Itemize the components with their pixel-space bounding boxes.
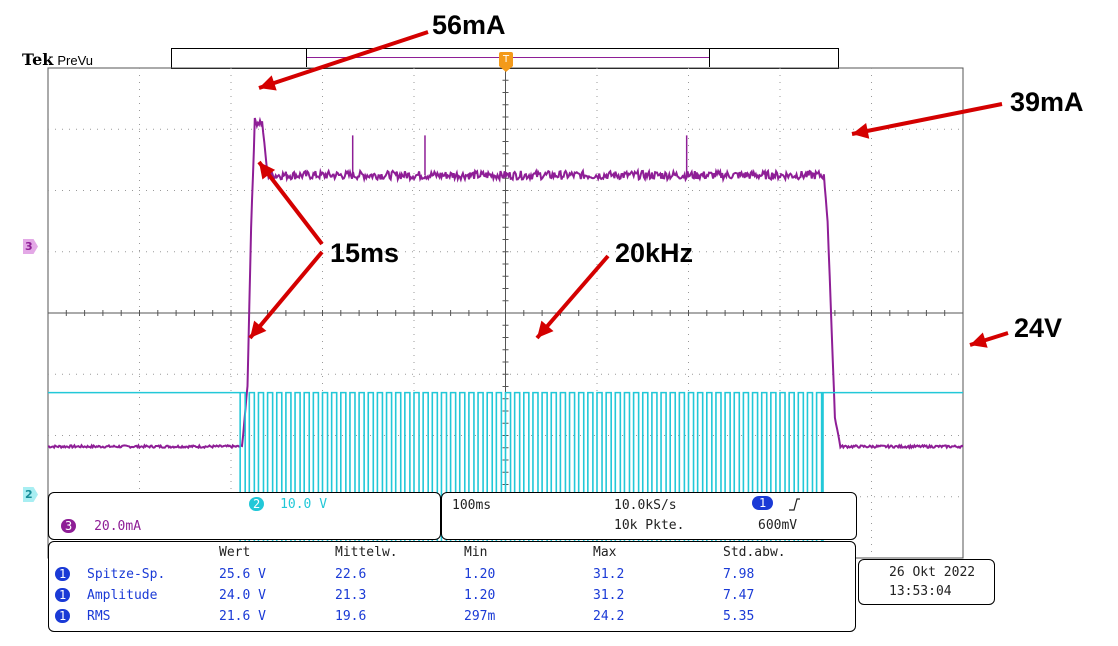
measurements-panel[interactable]: Wert Mittelw. Min Max Std.abw. 1 Spitze-… (48, 541, 856, 632)
value-stdabw: 5.35 (723, 609, 755, 624)
ch2-scale-readout[interactable]: 2 10.0 V (249, 497, 327, 512)
record-length-value: 10k Pkte. (614, 518, 685, 533)
trigger-level-value: 600mV (758, 518, 798, 533)
arrow-freq-head (537, 320, 554, 338)
header-stdabw: Std.abw. (723, 545, 786, 560)
trigger-marker-label: T (502, 54, 510, 65)
value-stdabw: 7.47 (723, 588, 755, 603)
brand-label: Tek PreVu (22, 50, 93, 69)
arrow-peak (258, 30, 429, 90)
annotation-freq: 20kHz (615, 238, 694, 268)
ch3-marker-label: 3 (25, 240, 33, 253)
datetime-panel: 26 Okt 2022 13:53:04 (858, 559, 995, 605)
ch2-ground-marker[interactable]: 2 (23, 487, 38, 502)
arrow-freq (535, 254, 610, 340)
measurement-row[interactable]: 1 Amplitude 24.0 V 21.3 1.20 31.2 7.47 (55, 588, 845, 606)
value-mittelw: 21.3 (335, 588, 367, 603)
timebase-value: 100ms (452, 498, 492, 513)
arrow-delay-bottom (248, 250, 324, 340)
value-stdabw: 7.98 (723, 567, 755, 582)
value-wert: 21.6 V (219, 609, 266, 624)
measurement-name: RMS (87, 609, 111, 624)
annotation-peak: 56mA (432, 10, 506, 40)
ch3-ground-marker[interactable]: 3 (23, 239, 38, 254)
measurement-row[interactable]: 1 Spitze-Sp. 25.6 V 22.6 1.20 31.2 7.98 (55, 567, 845, 585)
value-min: 1.20 (464, 567, 496, 582)
measurement-row[interactable]: 1 RMS 21.6 V 19.6 297m 24.2 5.35 (55, 609, 845, 627)
sample-rate-value: 10.0kS/s (614, 498, 677, 513)
ch1-badge: 1 (55, 567, 71, 581)
ch1-badge: 1 (55, 609, 71, 623)
annotation-plateau: 39mA (1010, 87, 1084, 117)
ch3-scale-readout[interactable]: 3 20.0mA (61, 519, 141, 534)
value-wert: 24.0 V (219, 588, 266, 603)
arrow-plateau (851, 102, 1003, 136)
value-max: 31.2 (593, 588, 625, 603)
ch3-badge: 3 (61, 519, 77, 533)
brand-logo: Tek (22, 50, 54, 69)
ch2-badge: 2 (249, 497, 265, 511)
value-max: 24.2 (593, 609, 625, 624)
trigger-source-readout[interactable]: 1 (752, 496, 801, 511)
header-min: Min (464, 545, 488, 560)
value-mittelw: 19.6 (335, 609, 367, 624)
ch1-badge: 1 (55, 588, 71, 602)
annotation-delay: 15ms (330, 238, 400, 268)
rising-edge-icon (789, 497, 801, 511)
ch3-current-trace (47, 116, 964, 450)
ch2-scale-value: 10.0 V (280, 497, 328, 512)
value-min: 297m (464, 609, 496, 624)
arrow-delay-top-head (259, 162, 276, 180)
measurement-name: Spitze-Sp. (87, 567, 166, 582)
arrow-volt-head (970, 332, 988, 348)
channel-settings-panel[interactable]: 2 10.0 V 3 20.0mA (48, 492, 441, 540)
date-value: 26 Okt 2022 (889, 565, 976, 580)
value-wert: 25.6 V (219, 567, 266, 582)
header-mittelw: Mittelw. (335, 545, 398, 560)
measurement-name: Amplitude (87, 588, 158, 603)
ch3-scale-value: 20.0mA (94, 519, 142, 534)
arrow-delay-top (257, 160, 324, 246)
annotation-volt: 24V (1014, 313, 1063, 343)
header-wert: Wert (219, 545, 251, 560)
mode-label: PreVu (57, 53, 93, 68)
timebase-trigger-panel[interactable]: 100ms 10.0kS/s 10k Pkte. 1 600mV (441, 492, 857, 540)
arrow-plateau-head (852, 123, 870, 139)
ch1-trigger-badge: 1 (752, 496, 774, 510)
header-max: Max (593, 545, 617, 560)
ch2-marker-label: 2 (25, 488, 33, 501)
value-max: 31.2 (593, 567, 625, 582)
value-min: 1.20 (464, 588, 496, 603)
time-value: 13:53:04 (889, 584, 952, 599)
trigger-position-marker[interactable]: T (499, 52, 513, 72)
arrow-peak-head (259, 75, 277, 91)
arrow-delay-bottom-head (250, 320, 267, 338)
value-mittelw: 22.6 (335, 567, 367, 582)
